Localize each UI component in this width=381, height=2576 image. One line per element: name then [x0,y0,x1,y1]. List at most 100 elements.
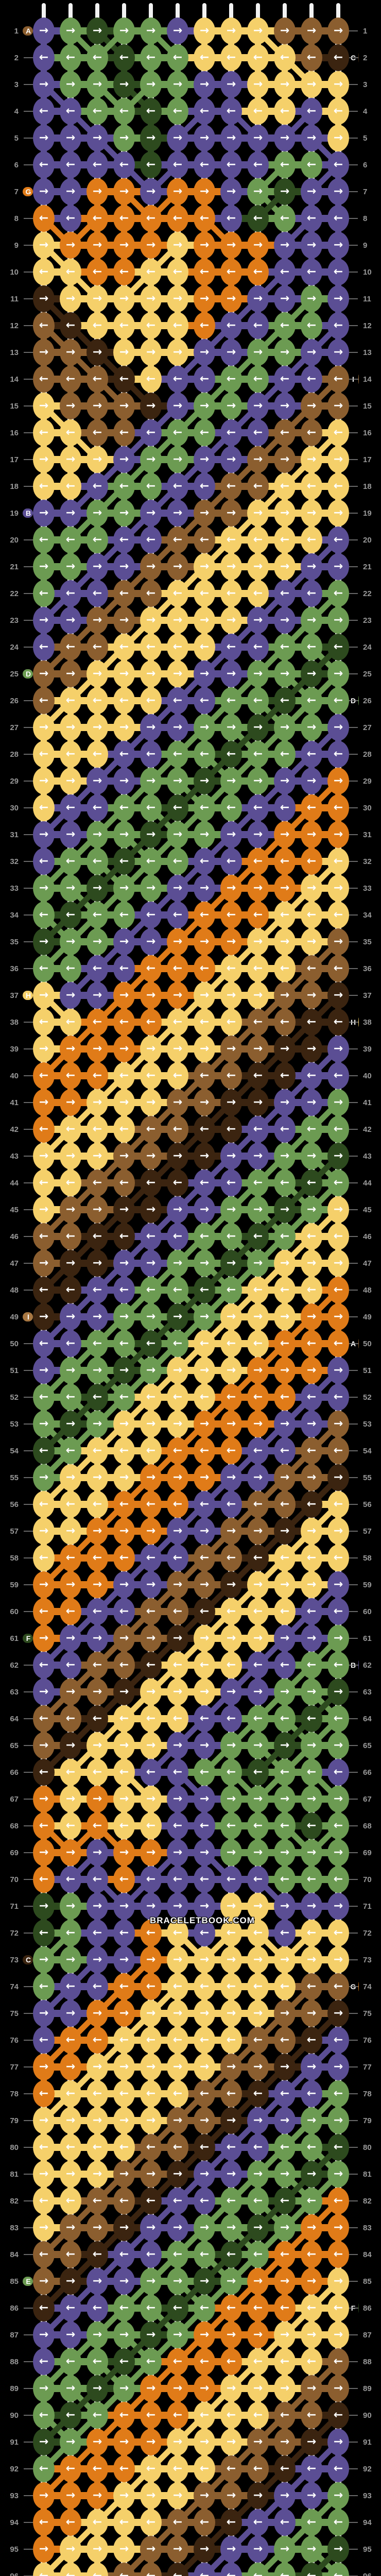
arrow-right-icon: → [39,78,48,91]
arrow-left-icon: ← [307,51,316,64]
knot[interactable]: ← [301,44,322,71]
knot[interactable]: ← [86,44,108,71]
knot[interactable]: ← [220,98,242,125]
knot[interactable]: → [86,71,108,98]
knot[interactable]: → [113,71,135,98]
knot[interactable]: → [60,125,81,151]
knot[interactable]: ← [60,44,81,71]
knot[interactable]: ← [194,44,215,71]
arrow-right-icon: → [200,78,209,91]
knot[interactable]: ← [113,44,135,71]
knot[interactable]: ← [167,44,188,71]
knot[interactable]: → [60,18,81,44]
knot[interactable]: → [194,18,215,44]
arrow-left-icon: ← [119,51,129,64]
knot[interactable]: → [327,71,349,98]
knot[interactable]: ← [327,98,349,125]
arrow-right-icon: → [253,78,263,91]
arrow-left-icon: ← [200,105,209,117]
arrow-right-icon: → [253,24,263,37]
knot-link-horizontal [178,2572,204,2576]
arrow-left-icon: ← [146,105,155,117]
knot[interactable]: ← [274,98,296,125]
knot-link-horizontal [124,2572,151,2576]
knot[interactable]: → [167,125,188,151]
arrow-left-icon: ← [253,105,263,117]
knot[interactable]: ← [247,44,269,71]
knot[interactable]: ← [140,44,162,71]
knot[interactable]: → [33,18,55,44]
arrow-right-icon: → [119,24,129,37]
arrow-left-icon: ← [39,51,48,64]
knot[interactable]: ← [220,44,242,71]
arrow-right-icon: → [39,24,48,37]
knot[interactable]: → [113,125,135,151]
knot[interactable]: → [140,71,162,98]
knot[interactable]: → [194,71,215,98]
arrow-right-icon: → [146,78,155,91]
knot[interactable]: ← [194,98,215,125]
knot[interactable]: ← [33,98,55,125]
arrow-left-icon: ← [280,51,289,64]
arrow-left-icon: ← [173,105,182,117]
knot[interactable]: ← [301,98,322,125]
knot[interactable]: → [220,18,242,44]
arrow-right-icon: → [173,78,182,91]
arrow-left-icon: ← [227,51,236,64]
knot[interactable]: → [301,71,322,98]
knot[interactable]: → [194,125,215,151]
arrow-right-icon: → [93,24,102,37]
knot[interactable]: → [167,71,188,98]
arrow-left-icon: ← [66,105,75,117]
arrow-left-icon: ← [66,51,75,64]
knot[interactable]: → [60,71,81,98]
arrow-left-icon: ← [119,105,129,117]
arrow-right-icon: → [39,131,48,144]
knot[interactable]: → [274,18,296,44]
knot[interactable]: ← [33,44,55,71]
knot[interactable]: ← [140,98,162,125]
knot-link-horizontal [204,2572,231,2576]
knot[interactable]: → [140,125,162,151]
knot[interactable]: → [167,18,188,44]
arrow-right-icon: → [173,24,182,37]
knot-link-horizontal [151,2572,178,2576]
knot[interactable]: → [220,71,242,98]
knot[interactable]: → [86,18,108,44]
knot-link-horizontal [71,2572,97,2576]
arrow-left-icon: ← [39,105,48,117]
knot[interactable]: → [33,71,55,98]
arrow-right-icon: → [66,24,75,37]
knot[interactable]: → [327,18,349,44]
arrow-right-icon: → [119,78,129,91]
arrow-left-icon: ← [173,51,182,64]
knot-link-horizontal [311,2572,338,2576]
arrow-left-icon: ← [93,51,102,64]
knot[interactable]: ← [113,98,135,125]
arrow-right-icon: → [307,78,316,91]
arrow-right-icon: → [307,24,316,37]
knot[interactable]: → [247,71,269,98]
knot-link-horizontal [44,2572,71,2576]
knot[interactable]: → [247,18,269,44]
knot[interactable]: → [86,125,108,151]
knot-link-horizontal [285,2572,311,2576]
knot[interactable]: → [33,125,55,151]
knot[interactable]: ← [60,98,81,125]
knot[interactable]: → [274,71,296,98]
knot-link-horizontal [231,2572,258,2576]
knot[interactable]: → [113,18,135,44]
arrow-right-icon: → [200,131,209,144]
knot[interactable]: ← [247,98,269,125]
arrow-left-icon: ← [334,51,343,64]
knot[interactable]: → [301,18,322,44]
arrow-left-icon: ← [307,105,316,117]
knot[interactable]: ← [327,44,349,71]
knot[interactable]: ← [86,98,108,125]
knot[interactable]: → [140,18,162,44]
knot[interactable]: ← [167,98,188,125]
arrow-left-icon: ← [93,105,102,117]
knot[interactable]: ← [274,44,296,71]
arrow-right-icon: → [334,78,343,91]
arrow-right-icon: → [334,24,343,37]
